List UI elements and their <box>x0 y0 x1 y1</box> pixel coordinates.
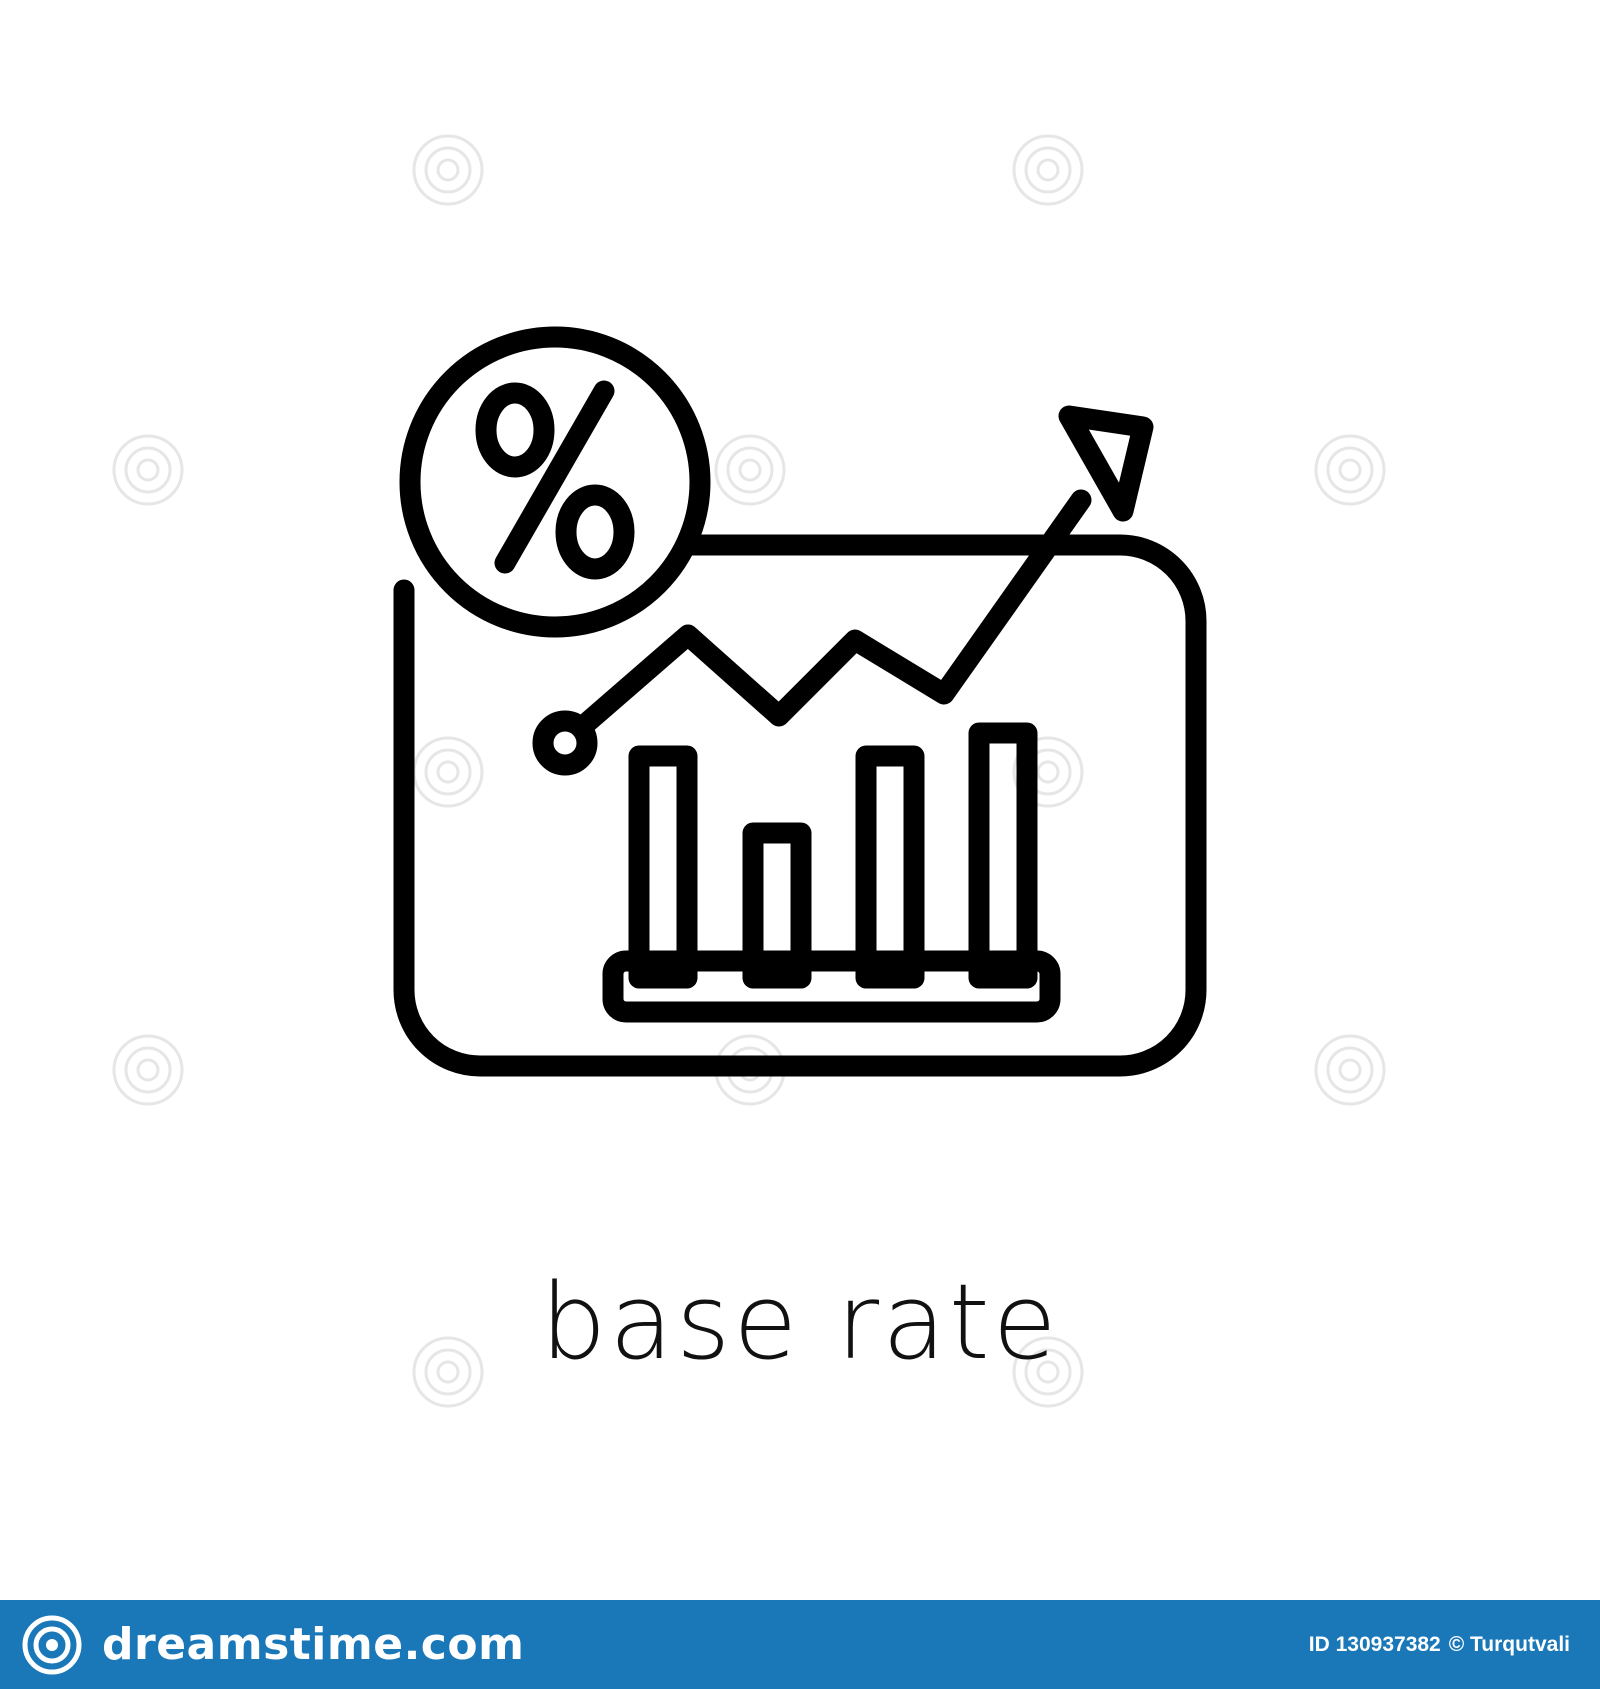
dreamstime-watermark-icon <box>1314 1034 1386 1106</box>
rising-arrow-icon <box>532 405 1154 776</box>
percent-badge-icon <box>399 326 711 638</box>
dreamstime-watermark-icon <box>112 1034 184 1106</box>
dreamstime-watermark-icon <box>714 434 786 506</box>
dreamstime-watermark-icon <box>1012 1336 1084 1408</box>
brand[interactable]: dreamstime.com <box>22 1615 524 1675</box>
spiral-logo-icon <box>22 1615 82 1674</box>
footer-bar: dreamstime.com ID 130937382 © Turqutvali <box>0 1600 1600 1689</box>
icon-caption: base rate <box>540 1261 1060 1383</box>
image-canvas: base rate <box>112 134 1386 1408</box>
copyright-author: © Turqutvali <box>1448 1632 1570 1656</box>
brand-name: dreamstime.com <box>102 1619 525 1670</box>
base-rate-icon <box>393 326 1207 1077</box>
dreamstime-watermark-icon <box>412 134 484 206</box>
dreamstime-watermark-icon <box>1314 434 1386 506</box>
image-id: ID 130937382 <box>1308 1632 1441 1656</box>
dreamstime-watermark-icon <box>1012 134 1084 206</box>
watermark-layer <box>112 134 1386 1408</box>
dreamstime-watermark-icon <box>412 1336 484 1408</box>
dreamstime-watermark-icon <box>112 434 184 506</box>
bar-chart-icon <box>602 722 1061 1023</box>
chart-board-icon <box>393 534 1207 1077</box>
image-credit: ID 130937382 © Turqutvali <box>1309 1633 1570 1657</box>
